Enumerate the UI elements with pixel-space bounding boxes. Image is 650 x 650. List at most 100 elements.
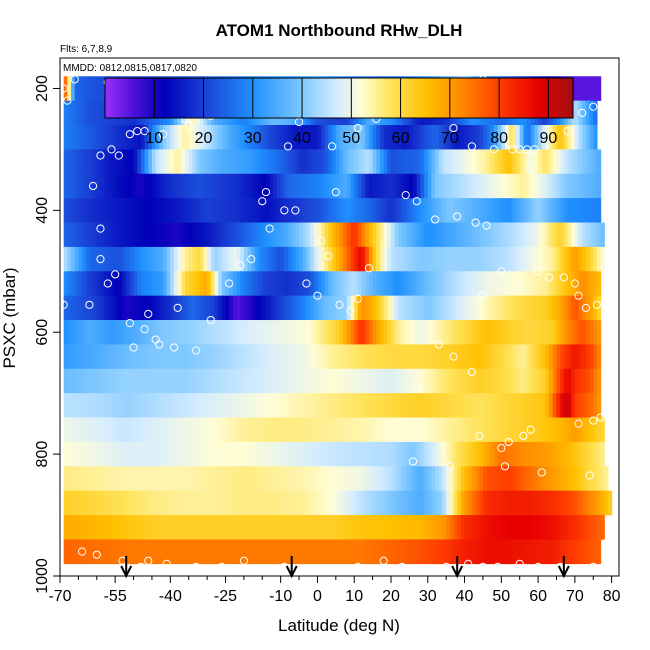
observation-point xyxy=(173,303,182,312)
heatmap-cell xyxy=(214,368,219,394)
heatmap-cell xyxy=(534,515,539,540)
heatmap-cell xyxy=(133,417,138,443)
heatmap-cell xyxy=(405,295,410,321)
heatmap-cell xyxy=(210,271,216,296)
heatmap-cell xyxy=(247,515,252,540)
heatmap-cell xyxy=(589,100,594,126)
heatmap-cell xyxy=(288,441,293,467)
observation-point xyxy=(445,462,454,471)
heatmap-cell xyxy=(306,539,311,565)
heatmap-cell xyxy=(129,149,135,175)
heatmap-cell xyxy=(214,490,219,516)
heatmap-cell xyxy=(354,441,359,467)
heatmap-cell xyxy=(541,441,547,467)
observation-point xyxy=(169,343,179,352)
heatmap-cell xyxy=(332,125,337,150)
heatmap-cell xyxy=(100,222,105,248)
observation-point xyxy=(412,197,421,206)
heatmap-cell xyxy=(343,198,348,223)
heatmap-cell xyxy=(504,368,510,394)
heatmap-cell xyxy=(435,149,440,175)
heatmap-cell xyxy=(501,271,506,296)
heatmap-cell xyxy=(504,515,510,540)
heatmap-cell xyxy=(96,149,102,175)
heatmap-cell xyxy=(67,149,72,175)
heatmap-cell xyxy=(181,368,186,394)
heatmap-cell xyxy=(196,515,201,540)
heatmap-cell xyxy=(188,417,193,443)
heatmap-cell xyxy=(354,344,359,370)
heatmap-cell xyxy=(214,539,219,565)
heatmap-cell xyxy=(442,149,447,175)
heatmap-cell xyxy=(328,149,333,175)
heatmap-cell xyxy=(302,198,308,223)
heatmap-cell xyxy=(464,149,469,175)
heatmap-cell xyxy=(442,222,447,248)
heatmap-cell xyxy=(67,76,72,101)
heatmap-cell xyxy=(427,173,433,199)
heatmap-cell xyxy=(508,198,513,223)
heatmap-cell xyxy=(67,515,72,540)
heatmap-cell xyxy=(240,222,245,248)
heatmap-cell xyxy=(265,149,271,175)
heatmap-cell xyxy=(203,173,208,199)
heatmap-cell xyxy=(236,246,241,272)
heatmap-cell xyxy=(324,466,330,491)
heatmap-cell xyxy=(442,198,447,223)
heatmap-cell xyxy=(225,173,230,199)
heatmap-cell xyxy=(82,149,87,175)
heatmap-cell xyxy=(170,393,175,418)
heatmap-cell xyxy=(192,149,197,175)
heatmap-cell xyxy=(438,466,444,491)
heatmap-cell xyxy=(357,271,363,296)
heatmap-cell xyxy=(512,271,517,296)
heatmap-cell xyxy=(100,173,105,199)
heatmap-cell xyxy=(357,539,363,565)
heatmap-cell xyxy=(449,539,455,565)
heatmap-cell xyxy=(265,198,271,223)
heatmap-cell xyxy=(596,368,602,394)
heatmap-cell xyxy=(578,368,583,394)
heatmap-cell xyxy=(221,295,227,321)
heatmap-cell xyxy=(89,125,94,150)
heatmap-cell xyxy=(251,490,256,516)
observation-point xyxy=(125,130,134,139)
heatmap-cell xyxy=(574,490,580,516)
heatmap-cell xyxy=(556,198,561,223)
heatmap-cell xyxy=(265,125,271,150)
heatmap-cell xyxy=(413,539,418,565)
heatmap-cell xyxy=(497,125,502,150)
heatmap-cell xyxy=(96,441,102,467)
heatmap-cell xyxy=(122,441,127,467)
heatmap-cell xyxy=(310,490,315,516)
heatmap-cell xyxy=(265,539,271,565)
heatmap-cell xyxy=(596,515,602,540)
heatmap-cell xyxy=(578,246,583,272)
observation-point xyxy=(85,300,94,309)
heatmap-cell xyxy=(137,344,142,370)
heatmap-cell xyxy=(464,246,469,272)
heatmap-cell xyxy=(402,271,407,296)
heatmap-cell xyxy=(516,222,521,248)
heatmap-cell xyxy=(63,490,68,516)
heatmap-cell xyxy=(479,149,484,175)
heatmap-cell xyxy=(578,125,583,150)
heatmap-cell xyxy=(317,344,322,370)
heatmap-cell xyxy=(159,466,164,491)
heatmap-cell xyxy=(398,393,403,418)
heatmap-cell xyxy=(394,320,399,345)
heatmap-cell xyxy=(162,490,168,516)
heatmap-cell xyxy=(471,490,477,516)
heatmap-cell xyxy=(538,320,543,345)
heatmap-cell xyxy=(493,344,499,370)
heatmap-cell xyxy=(288,515,293,540)
heatmap-cell xyxy=(232,246,238,272)
heatmap-cell xyxy=(464,417,469,443)
heatmap-cell xyxy=(288,466,293,491)
heatmap-cell xyxy=(471,368,477,394)
heatmap-cell xyxy=(107,490,113,516)
heatmap-cell xyxy=(523,441,528,467)
heatmap-cell xyxy=(413,320,418,345)
heatmap-cell xyxy=(493,466,499,491)
heatmap-cell xyxy=(383,173,388,199)
